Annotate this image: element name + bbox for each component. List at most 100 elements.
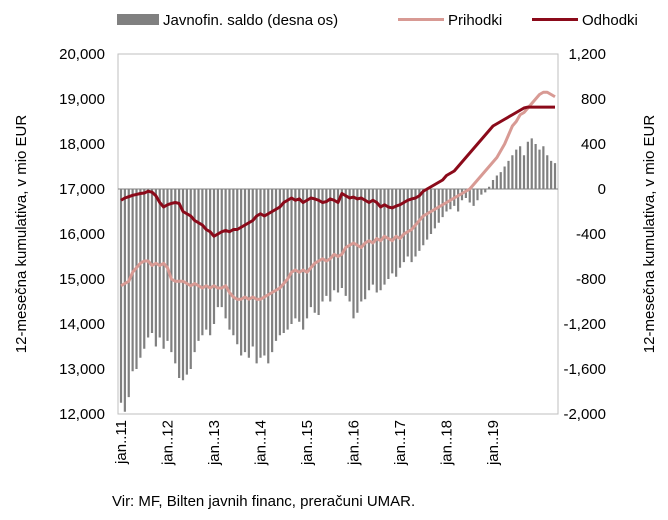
saldo-bar bbox=[538, 149, 541, 189]
saldo-bar bbox=[480, 189, 483, 195]
series-line-prihodki bbox=[120, 90, 556, 301]
saldo-bar bbox=[499, 172, 502, 189]
saldo-bar bbox=[154, 189, 157, 347]
saldo-bar bbox=[193, 189, 196, 353]
saldo-bar bbox=[356, 189, 359, 313]
saldo-bar bbox=[267, 189, 270, 364]
saldo-bar bbox=[445, 189, 448, 212]
saldo-bar bbox=[503, 166, 506, 189]
saldo-bar bbox=[294, 189, 297, 319]
x-tick-label: jan..12 bbox=[160, 420, 177, 466]
saldo-bar bbox=[162, 189, 165, 349]
saldo-bar bbox=[553, 163, 557, 189]
saldo-bar bbox=[201, 189, 204, 336]
saldo-bar bbox=[391, 189, 394, 274]
saldo-bar bbox=[333, 189, 336, 291]
y-left-tick-label: 12,000 bbox=[59, 406, 105, 423]
saldo-bar bbox=[205, 189, 208, 330]
saldo-bar bbox=[181, 189, 185, 381]
saldo-bars bbox=[119, 138, 557, 412]
saldo-bar bbox=[174, 189, 177, 364]
saldo-bar bbox=[352, 189, 355, 319]
legend-swatch-saldo bbox=[117, 14, 159, 25]
saldo-bar bbox=[240, 189, 243, 356]
saldo-bar bbox=[278, 189, 281, 336]
saldo-bar bbox=[166, 189, 169, 341]
saldo-bar bbox=[305, 189, 309, 319]
saldo-bar bbox=[406, 189, 409, 257]
saldo-bar bbox=[336, 189, 340, 293]
saldo-bar bbox=[317, 189, 320, 315]
saldo-bar bbox=[178, 189, 181, 378]
saldo-bar bbox=[139, 189, 142, 358]
saldo-bar bbox=[488, 186, 491, 189]
y-right-tick-label: 800 bbox=[581, 91, 606, 108]
saldo-bar bbox=[519, 146, 522, 189]
saldo-bar bbox=[329, 189, 332, 302]
saldo-bar bbox=[220, 189, 223, 308]
saldo-bar bbox=[298, 189, 301, 322]
saldo-bar bbox=[515, 149, 518, 189]
x-tick-label: jan..17 bbox=[392, 420, 409, 466]
saldo-bar bbox=[511, 155, 514, 189]
saldo-bar bbox=[340, 189, 343, 288]
saldo-bar bbox=[507, 160, 510, 189]
saldo-bar bbox=[309, 189, 312, 308]
source-note: Vir: MF, Bilten javnih financ, preračuni… bbox=[112, 493, 415, 510]
saldo-bar bbox=[150, 189, 154, 333]
y-left-tick-labels: 12,000 13,000 14,000 15,000 16,000 17,000 18,0… bbox=[59, 46, 105, 423]
saldo-bar bbox=[550, 160, 553, 189]
y-right-tick-label: 0 bbox=[598, 181, 606, 198]
y-left-tick-label: 19,000 bbox=[59, 91, 105, 108]
saldo-bar bbox=[464, 189, 467, 198]
saldo-bar bbox=[216, 189, 219, 308]
plot-frame bbox=[117, 53, 559, 415]
legend-label-prihodki: Prihodki bbox=[448, 12, 502, 29]
saldo-bar bbox=[189, 189, 192, 369]
saldo-bar bbox=[255, 189, 258, 364]
y-left-tick-label: 17,000 bbox=[59, 181, 105, 198]
saldo-bar bbox=[197, 189, 200, 341]
saldo-bar bbox=[282, 189, 285, 333]
saldo-bar bbox=[243, 189, 247, 353]
saldo-bar bbox=[251, 189, 254, 347]
y-left-tick-label: 13,000 bbox=[59, 361, 105, 378]
y-right-tick-label: -1,200 bbox=[563, 316, 606, 333]
y-left-tick-label: 15,000 bbox=[59, 271, 105, 288]
saldo-bar bbox=[263, 189, 266, 356]
saldo-bar bbox=[410, 189, 413, 263]
saldo-bar bbox=[232, 189, 235, 336]
y-left-tick-label: 16,000 bbox=[59, 226, 105, 243]
x-tick-label: jan..19 bbox=[485, 420, 502, 466]
saldo-bar bbox=[534, 144, 537, 189]
x-tick-label: jan..16 bbox=[346, 420, 363, 466]
saldo-bar bbox=[271, 189, 274, 353]
series-line-odhodki bbox=[120, 105, 555, 238]
saldo-bar bbox=[170, 189, 173, 353]
y-left-axis-title: 12-mesečna kumulativa, v mio EUR bbox=[13, 115, 30, 354]
y-left-tick-label: 20,000 bbox=[59, 46, 105, 63]
saldo-bar bbox=[325, 189, 328, 296]
saldo-bar bbox=[546, 155, 549, 189]
x-tick-label: jan..15 bbox=[299, 420, 316, 466]
legend-label-odhodki: Odhodki bbox=[582, 12, 638, 29]
y-right-tick-label: 400 bbox=[581, 136, 606, 153]
saldo-bar bbox=[468, 189, 471, 203]
saldo-bar bbox=[522, 155, 526, 189]
saldo-bar bbox=[313, 189, 316, 313]
saldo-bar bbox=[472, 189, 475, 206]
x-tick-label: jan..13 bbox=[206, 420, 223, 466]
saldo-bar bbox=[344, 189, 347, 296]
saldo-bar bbox=[457, 189, 460, 212]
y-right-tick-label: -1,600 bbox=[563, 361, 606, 378]
x-tick-label: jan..11 bbox=[113, 420, 130, 465]
saldo-bar bbox=[158, 189, 161, 338]
saldo-bar bbox=[143, 189, 146, 349]
saldo-bar bbox=[212, 189, 216, 324]
y-right-tick-label: 1,200 bbox=[568, 46, 606, 63]
legend-label-saldo: Javnofin. saldo (desna os) bbox=[163, 12, 338, 29]
y-right-tick-label: -2,000 bbox=[563, 406, 606, 423]
saldo-bar bbox=[484, 189, 487, 193]
saldo-bar bbox=[127, 189, 130, 398]
